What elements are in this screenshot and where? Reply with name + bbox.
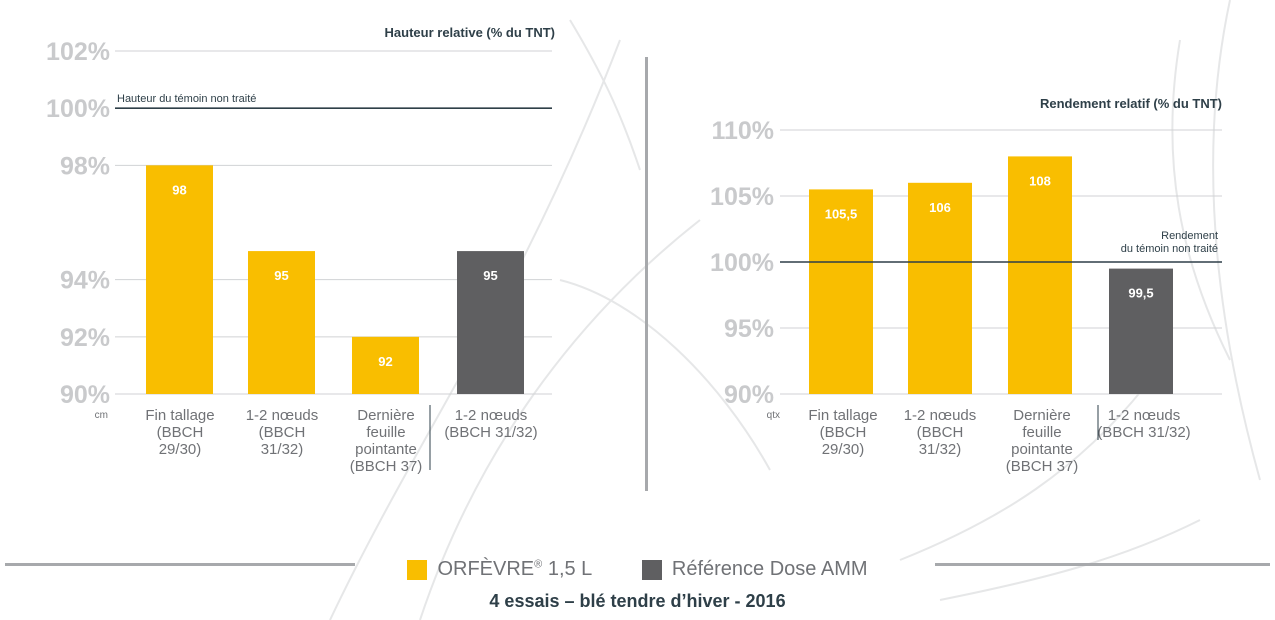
y-tick-label: 92%: [60, 324, 110, 352]
rendement-chart: Rendement relatif (% du TNT) 90% 95% 100% 10…: [650, 0, 1275, 500]
legend-label-orfevre: ORFÈVRE® 1,5 L: [437, 558, 593, 580]
y-tick-label: 100%: [46, 95, 110, 123]
reference-line-label: du témoin non traité: [1121, 243, 1218, 255]
y-tick-label: 100%: [710, 249, 774, 277]
category-label: 1-2 nœuds: [1108, 407, 1181, 424]
reference-line-label: Hauteur du témoin non traité: [117, 93, 256, 105]
bar-value-label: 108: [1029, 173, 1051, 188]
bar-value-label: 106: [929, 200, 951, 215]
bar: [146, 165, 213, 394]
legend-label-reference: Référence Dose AMM: [671, 558, 868, 580]
legend-swatch-orfevre: [407, 559, 428, 580]
y-tick-label: 110%: [711, 117, 774, 145]
category-label: Dernière: [1013, 407, 1071, 424]
legend-swatch-reference: [641, 559, 662, 580]
chart-svg: Hauteur relative (% du TNT) 90% 92% 94% 98% 1…: [46, 25, 555, 475]
bar-value-label: 98: [172, 182, 186, 197]
legend-item-reference: Référence Dose AMM: [641, 558, 868, 581]
y-tick-label: 94%: [60, 267, 110, 295]
category-label: Fin tallage: [808, 407, 877, 424]
chart-title: Hauteur relative (% du TNT): [385, 25, 555, 40]
y-tick-label: 95%: [724, 315, 774, 343]
category-label: 29/30): [822, 441, 865, 458]
category-label: 31/32): [261, 441, 304, 458]
unit-label: cm: [95, 410, 108, 421]
y-tick-label: 90%: [724, 381, 774, 409]
bar: [1109, 268, 1173, 394]
y-tick-label: 102%: [46, 38, 110, 66]
category-label: 1-2 nœuds: [904, 407, 977, 424]
legend-item-orfevre: ORFÈVRE® 1,5 L: [407, 558, 592, 581]
legend-left-rule: [5, 563, 355, 566]
category-label: (BBCH: [259, 424, 306, 441]
bar-value-label: 95: [274, 268, 288, 283]
category-label: (BBCH 31/32): [1097, 424, 1190, 441]
bar: [248, 251, 315, 394]
reference-line-label: Rendement: [1161, 230, 1218, 242]
category-label: (BBCH: [820, 424, 867, 441]
category-label: (BBCH: [157, 424, 204, 441]
category-label: pointante: [355, 441, 417, 458]
category-label: 1-2 nœuds: [455, 407, 528, 424]
category-label: Dernière: [357, 407, 415, 424]
category-label: feuille: [366, 424, 405, 441]
bar: [1008, 156, 1072, 394]
category-label: (BBCH: [917, 424, 964, 441]
unit-label: qtx: [767, 410, 780, 421]
y-tick-label: 105%: [710, 183, 774, 211]
category-label: 29/30): [159, 441, 202, 458]
y-tick-label: 98%: [60, 152, 110, 180]
hauteur-chart: Hauteur relative (% du TNT) 90% 92% 94% 98% 1…: [0, 0, 640, 500]
bar: [352, 336, 419, 394]
category-label: pointante: [1011, 441, 1073, 458]
bar-value-label: 105,5: [825, 206, 858, 221]
bar: [457, 251, 524, 394]
category-label: 1-2 nœuds: [246, 407, 319, 424]
bar-value-label: 99,5: [1128, 286, 1153, 301]
y-tick-label: 90%: [60, 381, 110, 409]
category-label: (BBCH 37): [350, 458, 423, 475]
category-label: feuille: [1022, 424, 1061, 441]
legend-right-rule: [935, 563, 1270, 566]
chart-title: Rendement relatif (% du TNT): [1040, 96, 1222, 111]
bar-value-label: 95: [483, 268, 497, 283]
category-label: (BBCH 37): [1006, 458, 1079, 475]
chart-svg: Rendement relatif (% du TNT) 90% 95% 100% 10…: [710, 96, 1222, 475]
bar: [908, 182, 972, 394]
category-label: (BBCH 31/32): [444, 424, 537, 441]
bar-value-label: 92: [378, 354, 392, 369]
category-label: Fin tallage: [145, 407, 214, 424]
bar: [809, 189, 873, 394]
panel-divider: [645, 57, 648, 491]
chart-legend: ORFÈVRE® 1,5 L Référence Dose AMM: [0, 558, 1275, 586]
chart-caption: 4 essais – blé tendre d’hiver - 2016: [489, 591, 786, 611]
category-label: 31/32): [919, 441, 962, 458]
